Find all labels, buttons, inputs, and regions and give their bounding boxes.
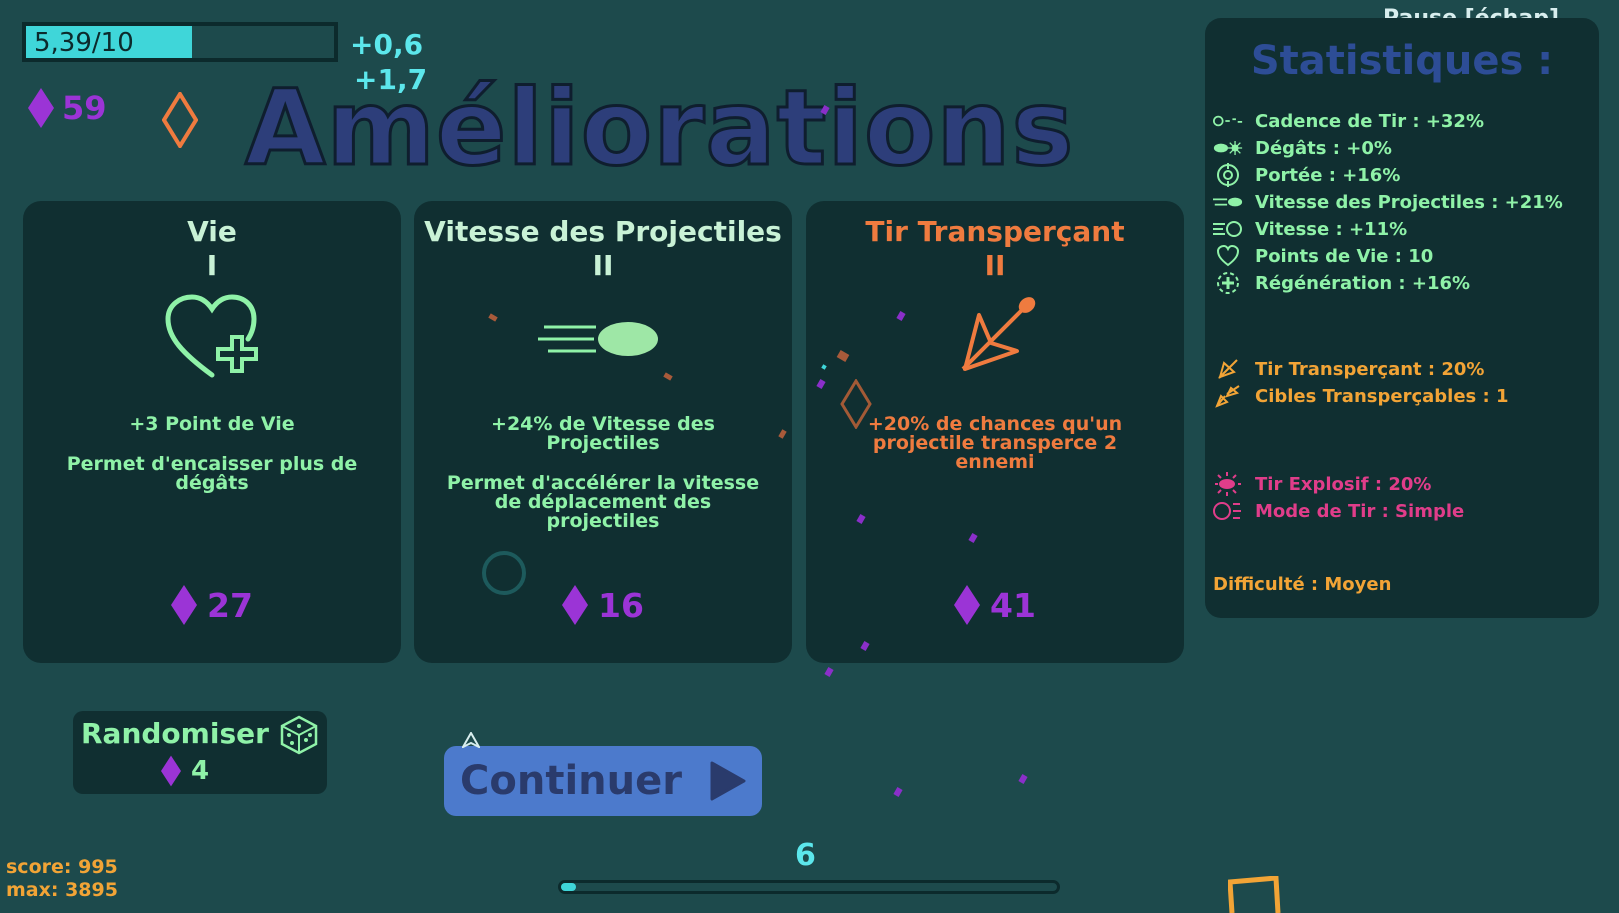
gem-outline-particle: [840, 379, 872, 429]
stat-label: Mode de Tir : Simple: [1255, 500, 1465, 522]
card-desc-2: Permet d'encaisser plus de dégâts: [66, 453, 358, 494]
projectile-speed-icon: [1213, 191, 1243, 213]
upgrade-card-tir-transpercant[interactable]: Tir Transperçant II +20% de chances qu'u…: [806, 201, 1184, 663]
gem-outline-icon: [162, 92, 198, 148]
xp-bar-fill: [26, 26, 192, 58]
continue-label: Continuer: [460, 758, 682, 804]
card-cost-value: 41: [990, 585, 1036, 625]
upgrade-card-vie[interactable]: Vie I +3 Point de Vie Permet d'encaisser…: [23, 201, 401, 663]
card-desc: +20% de chances qu'un projectile transpe…: [867, 413, 1123, 473]
stat-label: Tir Transperçant : 20%: [1255, 358, 1485, 380]
gem-icon: [161, 755, 181, 787]
score-display: score: 995 max: 3895: [6, 856, 118, 902]
wave-progress-bar: [558, 880, 1060, 894]
stat-regen: Régénération : +16%: [1213, 272, 1470, 294]
stat-health: Points de Vie : 10: [1213, 245, 1433, 267]
xp-text: 5,39/10: [34, 28, 134, 58]
stat-fire-rate: Cadence de Tir : +32%: [1213, 110, 1484, 132]
xp-gain-1: +0,6: [350, 28, 424, 61]
fire-mode-icon: [1213, 500, 1243, 522]
continue-button[interactable]: Continuer: [444, 746, 762, 816]
stat-label: Points de Vie : 10: [1255, 245, 1434, 267]
stat-label: Régénération : +16%: [1255, 272, 1471, 294]
explosive-icon: [1213, 472, 1243, 496]
piercing-arrow-icon: [961, 297, 1036, 371]
gem-icon: [954, 585, 981, 625]
randomiser-cost: 4: [161, 755, 209, 787]
card-cost: 27: [23, 585, 401, 625]
randomiser-label: Randomiser: [81, 717, 269, 750]
stat-speed: Vitesse : +11%: [1213, 218, 1407, 240]
card-desc-2: Permet d'accélérer la vitesse de déplace…: [446, 472, 760, 532]
player-ship-icon: [462, 732, 480, 748]
gem-counter: 59: [28, 88, 107, 128]
range-icon: [1213, 163, 1243, 187]
upgrade-card-vitesse-projectiles[interactable]: Vitesse des Projectiles II +24% de Vites…: [414, 201, 792, 663]
particle: [893, 787, 903, 797]
stat-label: Vitesse : +11%: [1255, 218, 1408, 240]
card-level: I: [206, 249, 218, 282]
card-level: II: [984, 249, 1006, 282]
xp-gain-2: +1,7: [354, 63, 428, 96]
health-icon: [1213, 245, 1243, 267]
stat-label: Cadence de Tir : +32%: [1255, 110, 1484, 132]
speed-icon: [1213, 218, 1243, 240]
stat-piercing: Tir Transperçant : 20%: [1213, 358, 1484, 380]
xp-bar: 5,39/10: [22, 22, 338, 62]
stat-projectile-speed: Vitesse des Projectiles : +21%: [1213, 191, 1563, 213]
fire-rate-icon: [1213, 110, 1243, 132]
stat-damage: Dégâts : +0%: [1213, 137, 1392, 159]
card-desc: +3 Point de Vie: [129, 413, 295, 435]
particle: [1018, 774, 1028, 784]
regen-icon: [1213, 272, 1243, 294]
stat-explosive: Tir Explosif : 20%: [1213, 472, 1432, 496]
card-title: Tir Transperçant: [865, 215, 1125, 248]
card-level: II: [592, 249, 614, 282]
gem-icon: [171, 585, 198, 625]
stat-label: Tir Explosif : 20%: [1255, 473, 1432, 495]
randomiser-button[interactable]: Randomiser 4: [73, 711, 327, 794]
stat-fire-mode: Mode de Tir : Simple: [1213, 500, 1464, 522]
wave-number: 6: [795, 838, 816, 873]
card-cost: 41: [806, 585, 1184, 625]
stat-label: Portée : +16%: [1255, 164, 1401, 186]
damage-icon: [1213, 137, 1243, 159]
stat-difficulty: Difficulté : Moyen: [1213, 574, 1391, 595]
card-title: Vie: [187, 215, 237, 248]
randomiser-cost-value: 4: [191, 756, 210, 786]
card-title: Vitesse des Projectiles: [424, 215, 782, 248]
stat-label: Vitesse des Projectiles : +21%: [1255, 191, 1563, 213]
card-cost-value: 16: [598, 585, 644, 625]
score-max: max: 3895: [6, 879, 118, 901]
stat-pierce-targets: Cibles Transperçables : 1: [1213, 385, 1509, 408]
play-icon: [710, 761, 746, 801]
wave-progress-fill: [561, 883, 576, 891]
gem-count-value: 59: [62, 89, 107, 127]
stat-label: Dégâts : +0%: [1255, 137, 1392, 159]
card-cost-value: 27: [207, 585, 253, 625]
gem-icon: [28, 88, 54, 128]
page-title: Améliorations: [243, 67, 1075, 189]
card-desc: +24% de Vitesse des Projectiles: [491, 413, 715, 454]
heart-plus-icon: [165, 294, 258, 378]
ring-particle: [482, 551, 526, 595]
stat-label: Cibles Transperçables : 1: [1255, 385, 1509, 407]
particle: [824, 667, 834, 677]
stat-label: Difficulté : Moyen: [1213, 574, 1392, 595]
stat-range: Portée : +16%: [1213, 163, 1401, 187]
stats-title: Statistiques :: [1250, 38, 1554, 84]
score-current: score: 995: [6, 856, 118, 878]
dice-icon: [280, 715, 318, 755]
piercing-icon: [1213, 358, 1243, 380]
pierce-targets-icon: [1213, 385, 1243, 408]
stats-panel: Statistiques : Cadence de Tir : +32% Dég…: [1205, 18, 1599, 618]
card-cost: 16: [414, 585, 792, 625]
gem-icon: [562, 585, 589, 625]
fast-projectile-icon: [538, 322, 658, 356]
enemy-square-icon: [1228, 876, 1281, 913]
